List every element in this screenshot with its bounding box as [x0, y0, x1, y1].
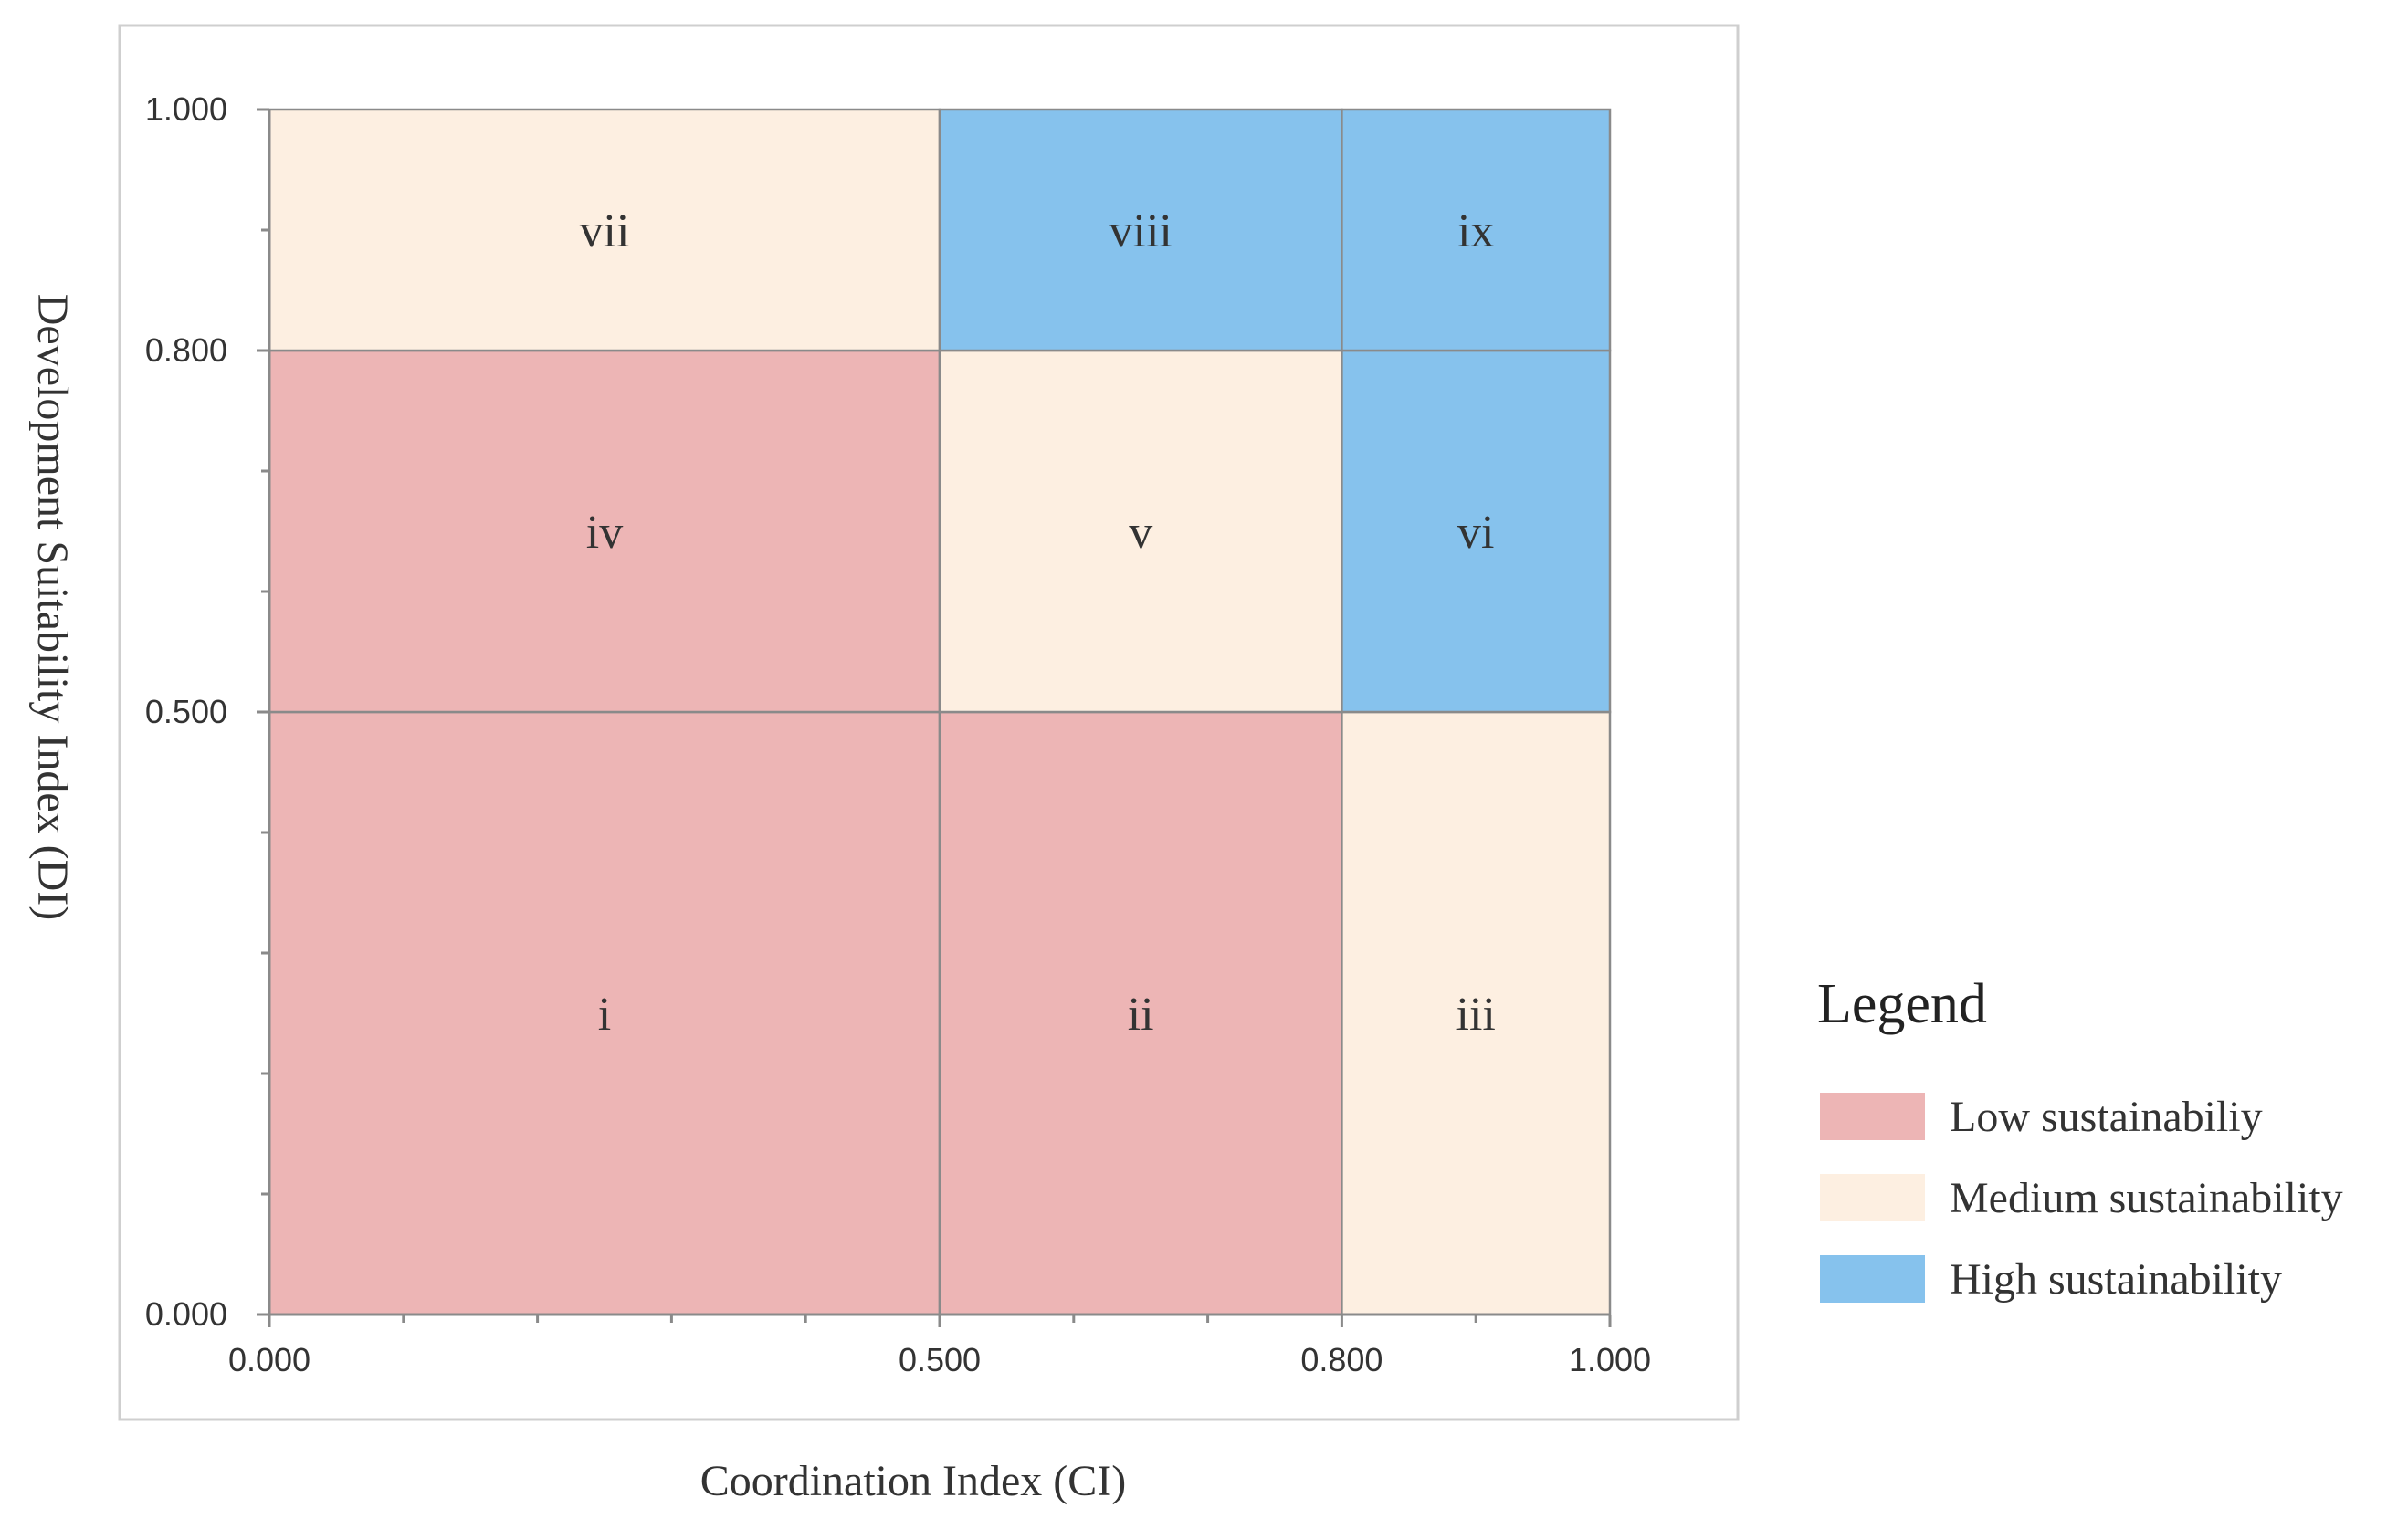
y-tick-label: 1.000: [145, 90, 227, 128]
legend-label-low: Low sustainabiliy: [1950, 1093, 2263, 1141]
y-tick-label: 0.800: [145, 331, 227, 369]
x-tick-label: 0.800: [1300, 1341, 1383, 1378]
legend-label-medium: Medium sustainability: [1950, 1174, 2343, 1222]
region-ix: [1341, 108, 1612, 352]
legend-items: Low sustainabiliy Medium sustainability Hi…: [1820, 1093, 2343, 1304]
region-v: [938, 349, 1343, 714]
legend: Legend Low sustainabiliy Medium sustainab…: [1817, 973, 2343, 1304]
region-ii: [938, 710, 1343, 1316]
y-tick-label: 0.500: [145, 693, 227, 730]
region-label-viii: viii: [1109, 205, 1172, 257]
region-label-iv: iv: [586, 507, 623, 559]
region-label-vii: vii: [580, 205, 630, 257]
x-tick-label: 0.000: [228, 1341, 310, 1378]
legend-swatch-high: [1820, 1255, 1925, 1303]
x-tick-label: 0.500: [899, 1341, 981, 1378]
x-axis-title: Coordination Index (CI): [700, 1457, 1127, 1505]
legend-swatch-medium: [1820, 1174, 1925, 1221]
region-label-i: i: [598, 989, 611, 1041]
region-label-v: v: [1129, 507, 1152, 559]
regions-group: [268, 108, 1612, 1316]
legend-swatch-low: [1820, 1093, 1925, 1140]
region-label-iii: iii: [1456, 989, 1496, 1041]
axes-group: 0.000 0.500 0.800 1.000 0.000 0.500 0.800 1.000: [145, 90, 1651, 1378]
y-tick-label: 0.000: [145, 1295, 227, 1333]
x-tick-label: 1.000: [1569, 1341, 1651, 1378]
legend-title: Legend: [1817, 973, 1987, 1035]
region-label-ix: ix: [1457, 205, 1494, 257]
region-label-ii: ii: [1128, 989, 1154, 1041]
legend-label-high: High sustainability: [1950, 1255, 2282, 1304]
region-viii: [938, 108, 1343, 352]
chart-frame: [118, 24, 1740, 1421]
y-axis-title: Development Suitability Index (DI): [28, 294, 77, 921]
region-label-vi: vi: [1457, 507, 1494, 559]
region-vi: [1341, 349, 1612, 714]
